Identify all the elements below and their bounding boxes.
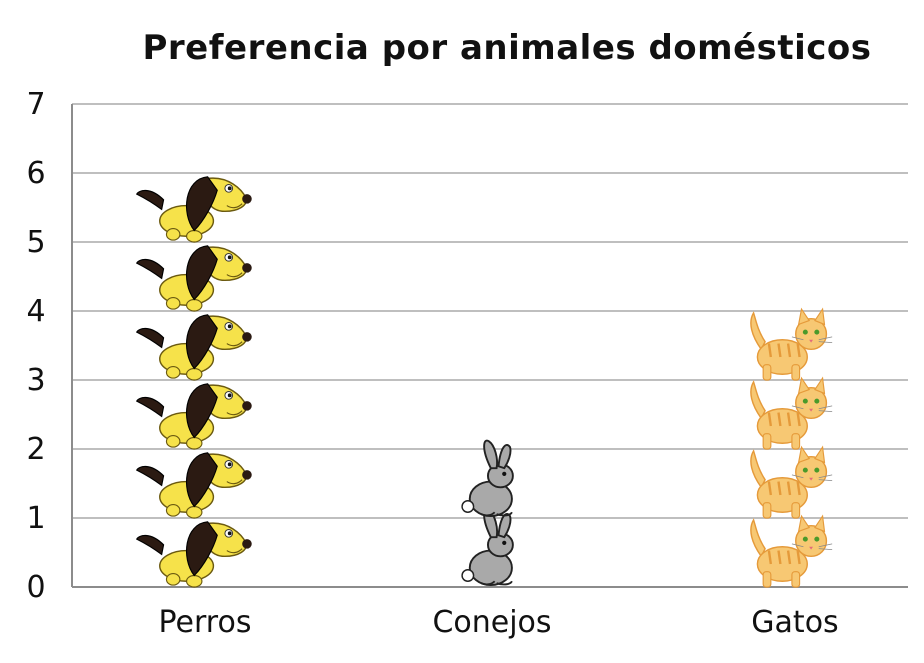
- bar-conejos: [461, 439, 514, 587]
- dog-icon: [135, 521, 252, 588]
- y-tick-label: 2: [26, 432, 45, 467]
- chart-title: Preferencia por animales domésticos: [142, 28, 872, 68]
- cat-icon: [750, 514, 833, 588]
- dog-icon: [135, 176, 252, 243]
- rabbit-icon: [461, 508, 514, 587]
- x-tick-label: Conejos: [432, 605, 551, 640]
- cat-icon: [750, 307, 833, 381]
- cat-icon: [750, 376, 833, 450]
- y-tick-label: 0: [26, 570, 45, 605]
- x-tick-label: Perros: [159, 605, 252, 640]
- y-tick-label: 7: [26, 87, 45, 122]
- x-tick-label: Gatos: [751, 605, 838, 640]
- y-tick-label: 3: [26, 363, 45, 398]
- dog-icon: [135, 245, 252, 312]
- bar-gatos: [750, 307, 833, 588]
- dog-icon: [135, 452, 252, 519]
- dog-icon: [135, 383, 252, 450]
- y-tick-label: 4: [26, 294, 45, 329]
- bar-perros: [135, 176, 252, 588]
- y-tick-label: 5: [26, 225, 45, 260]
- rabbit-icon: [461, 439, 514, 518]
- cat-icon: [750, 445, 833, 519]
- y-tick-label: 1: [26, 501, 45, 536]
- dog-icon: [135, 314, 252, 381]
- y-tick-label: 6: [26, 156, 45, 191]
